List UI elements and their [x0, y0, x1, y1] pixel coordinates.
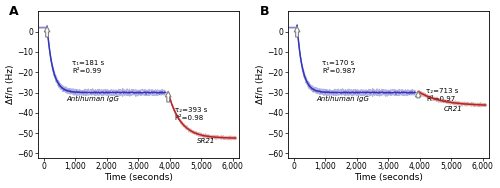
Text: SR21: SR21	[196, 138, 215, 144]
X-axis label: Time (seconds): Time (seconds)	[104, 174, 173, 182]
Text: A: A	[10, 5, 19, 18]
Text: CR21: CR21	[444, 106, 462, 112]
Text: τ₁=181 s
R²=0.99: τ₁=181 s R²=0.99	[72, 60, 104, 74]
Y-axis label: Δf/n (Hz): Δf/n (Hz)	[256, 65, 264, 104]
Text: Antihuman IgG: Antihuman IgG	[316, 96, 369, 102]
Text: τ₁=170 s
R²=0.987: τ₁=170 s R²=0.987	[322, 60, 356, 74]
Text: τ₂=713 s
R²=0.97: τ₂=713 s R²=0.97	[426, 89, 458, 102]
Text: Antihuman IgG: Antihuman IgG	[66, 96, 119, 102]
X-axis label: Time (seconds): Time (seconds)	[354, 174, 423, 182]
Text: τ₂=393 s
R²=0.98: τ₂=393 s R²=0.98	[174, 107, 207, 121]
Text: B: B	[260, 5, 269, 18]
Y-axis label: Δf/n (Hz): Δf/n (Hz)	[6, 65, 15, 104]
